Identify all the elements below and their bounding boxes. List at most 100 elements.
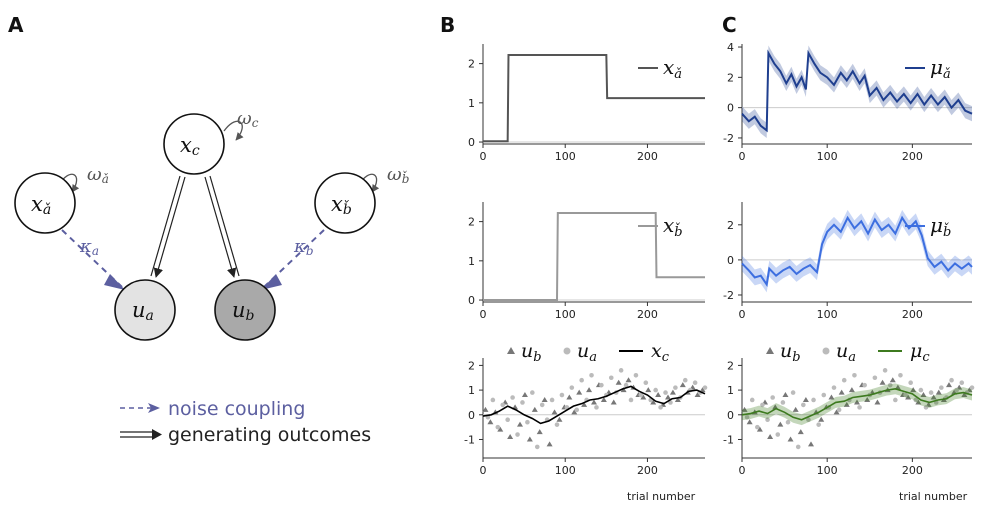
series-line <box>741 215 973 288</box>
scatter-point-u_a <box>857 405 862 410</box>
scatter-point-u_b <box>777 421 784 427</box>
scatter-point-u_b <box>848 387 855 393</box>
scatter-point-u_a <box>969 385 975 390</box>
scatter-point-u_b <box>571 409 578 415</box>
y-tick-label: 0 <box>727 254 734 267</box>
noise-arrow-b-head <box>261 274 282 290</box>
legend-label-base: μ <box>910 340 922 362</box>
scatter-point-u_b <box>551 409 558 415</box>
scatter-point-u_b <box>746 419 753 425</box>
legend-label: μc <box>910 340 930 365</box>
scatter-point-u_b <box>665 394 671 400</box>
scatter-point-u_b <box>946 382 952 388</box>
scatter-point-u_a <box>923 405 929 410</box>
scatter-point-u_a <box>495 424 501 430</box>
node-x-b <box>314 172 376 234</box>
y-tick-label: 2 <box>727 219 734 232</box>
scatter-point-u_a <box>939 385 944 390</box>
gen-arrow-b-1 <box>204 176 237 278</box>
x-axis-title-b: trial number <box>627 490 696 503</box>
legend-label-base: u <box>836 340 848 362</box>
panel-letter-a: A <box>8 13 24 37</box>
chart-C2: 0 100 200 -2 0 2 μb̌ <box>723 202 973 321</box>
scatter-point-u_a <box>801 402 806 408</box>
legend-label-sub: ǎ <box>943 67 951 82</box>
scatter-point-u_a <box>872 375 878 381</box>
y-tick-label: 0 <box>468 136 475 149</box>
x-tick-label: 100 <box>555 464 576 477</box>
x-tick-label: 0 <box>480 308 487 321</box>
x-tick-label: 0 <box>739 464 746 477</box>
chart-B2: 0 100 200 0 1 2 xb̌ <box>468 202 705 321</box>
legend-label-sub: b̌ <box>943 222 951 240</box>
scatter-point-u_a <box>744 414 750 420</box>
y-tick-label: 2 <box>727 359 734 372</box>
legend-marker <box>822 347 830 355</box>
legend-label-base: u <box>521 340 533 362</box>
scatter-point-u_a <box>928 390 934 395</box>
legend-label-base: u <box>577 340 589 362</box>
chart-C1: 0 100 200 -2 0 2 4 μǎ <box>723 41 973 163</box>
legend-label: ua <box>577 340 597 365</box>
x-tick-label: 100 <box>817 464 838 477</box>
x-tick-label: 200 <box>902 464 923 477</box>
scatter-point-u_b <box>541 396 548 402</box>
legend-label-sub: c <box>922 350 930 365</box>
scatter-point-u_a <box>618 368 624 373</box>
x-tick-label: 200 <box>637 464 658 477</box>
chart-B1: 0 100 200 0 1 2 xǎ <box>468 44 705 163</box>
scatter-point-u_a <box>790 390 796 395</box>
scatter-point-u_a <box>530 390 535 395</box>
label-omega-a: ωǎ <box>87 164 109 186</box>
series-line <box>483 53 705 143</box>
legend-label: ua <box>836 340 856 365</box>
scatter-point-u_a <box>862 382 867 388</box>
scatter-point-u_a <box>569 385 575 390</box>
legend-noise-label: noise coupling <box>168 398 305 420</box>
y-tick-label: -1 <box>723 433 734 446</box>
scatter-point-u_b <box>487 419 494 425</box>
scatter-point-u_a <box>500 402 506 408</box>
scatter-point-u_b <box>566 394 573 400</box>
scatter-point-u_a <box>490 397 496 403</box>
x-tick-label: 0 <box>480 150 487 163</box>
scatter-point-u_a <box>702 385 708 390</box>
scatter-point-u_a <box>589 372 594 378</box>
x-tick-label: 0 <box>480 464 487 477</box>
scatter-point-u_a <box>913 397 919 403</box>
label-kappa-a: κa <box>79 236 99 258</box>
scatter-point-u_b <box>920 392 927 398</box>
scatter-point-u_a <box>959 380 965 385</box>
scatter-point-u_a <box>749 397 755 403</box>
y-tick-label: 1 <box>468 255 475 268</box>
scatter-point-u_b <box>915 399 922 405</box>
scatter-point-u_a <box>658 405 663 410</box>
scatter-point-u_b <box>586 387 593 393</box>
legend-label: xb̌ <box>663 213 683 240</box>
x-tick-label: 200 <box>902 150 923 163</box>
scatter-point-u_b <box>767 434 774 440</box>
gen-arrow-a-1 <box>150 175 181 277</box>
scatter-point-u_b <box>787 436 794 442</box>
scatter-point-u_b <box>600 396 607 402</box>
scatter-point-u_b <box>591 399 597 405</box>
series-line <box>483 211 705 302</box>
scatter-point-u_a <box>841 377 847 383</box>
scatter-point-u_b <box>645 387 652 393</box>
panel-letter-b: B <box>440 13 455 37</box>
legend-gen-arrowhead <box>152 429 162 440</box>
scatter-point-u_b <box>556 416 563 422</box>
label-u-b: ub <box>232 298 255 324</box>
label-x-b: xb̌ <box>331 192 352 218</box>
scatter-point-u_a <box>599 382 604 388</box>
x-tick-label: 100 <box>555 308 576 321</box>
scatter-point-u_a <box>505 417 510 423</box>
scatter-point-u_a <box>918 387 924 393</box>
scatter-point-u_b <box>756 426 763 432</box>
scatter-point-u_a <box>770 395 775 400</box>
y-tick-label: 0 <box>468 294 475 307</box>
y-tick-label: -2 <box>723 132 734 145</box>
scatter-point-u_b <box>905 394 912 400</box>
legend-noise-arrowhead <box>148 403 160 413</box>
